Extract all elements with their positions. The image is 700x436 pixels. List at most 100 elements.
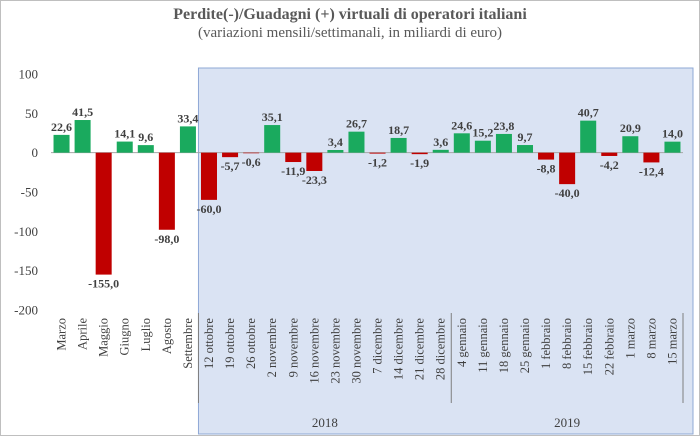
category-label: 4 gennaio — [455, 318, 469, 367]
data-label: 35,1 — [262, 110, 283, 124]
category-label: 1 febbraio — [539, 318, 553, 369]
data-label: 40,7 — [578, 106, 599, 120]
bar — [306, 152, 323, 171]
year-label: 2019 — [554, 415, 580, 430]
weekly-period-shading — [197, 67, 694, 435]
bar — [348, 131, 365, 153]
data-label: -1,9 — [410, 156, 429, 170]
bar — [601, 152, 618, 156]
category-label: 1 marzo — [623, 318, 637, 359]
data-label: -0,6 — [242, 155, 261, 169]
category-label: Marzo — [55, 318, 69, 351]
data-label: -11,9 — [281, 164, 305, 178]
data-label: -60,0 — [197, 202, 222, 216]
category-label: 7 dicembre — [371, 318, 385, 374]
bar — [285, 152, 302, 163]
category-label: 8 febbraio — [560, 318, 574, 369]
bar — [432, 149, 449, 153]
bar — [453, 133, 470, 153]
category-label: 22 febbraio — [602, 318, 616, 375]
category-label: 15 febbraio — [581, 318, 595, 375]
data-label: -1,2 — [368, 156, 387, 170]
data-label: -4,2 — [600, 158, 619, 172]
bar — [516, 145, 534, 153]
category-label: 15 marzo — [665, 318, 679, 365]
bar — [495, 133, 512, 153]
category-label: 11 gennaio — [476, 318, 490, 373]
chart-title: Perdite(-)/Guadagni (+) virtuali di oper… — [173, 6, 527, 23]
category-label: 9 novembre — [286, 318, 300, 378]
data-label: 22,6 — [51, 120, 72, 134]
data-label: -12,4 — [639, 164, 664, 178]
data-label: 41,5 — [72, 105, 93, 119]
data-label: 15,2 — [472, 126, 493, 140]
bar — [95, 152, 112, 275]
data-label: 9,7 — [518, 130, 533, 144]
data-label: 20,9 — [620, 121, 641, 135]
category-label: 19 ottobre — [223, 318, 237, 369]
chart-subtitle: (variazioni mensili/settimanali, in mili… — [197, 25, 503, 41]
bar — [222, 152, 239, 158]
bar — [158, 152, 175, 230]
data-label: 3,6 — [433, 135, 448, 149]
data-label: 14,1 — [114, 127, 135, 141]
data-label: 24,6 — [451, 118, 472, 132]
data-label: 9,6 — [138, 130, 153, 144]
bar — [643, 152, 660, 163]
data-label: 3,4 — [328, 135, 343, 149]
data-label: -40,0 — [555, 186, 580, 200]
data-label: -98,0 — [154, 232, 179, 246]
category-label: Settembre — [181, 318, 195, 369]
bar — [53, 134, 70, 153]
category-label: Luglio — [139, 318, 153, 351]
year-label: 2018 — [312, 415, 338, 430]
category-label: 12 ottobre — [202, 318, 216, 369]
data-label: 18,7 — [388, 123, 409, 137]
category-label: 14 dicembre — [392, 318, 406, 381]
data-label: -5,7 — [221, 159, 240, 173]
bar — [664, 141, 681, 153]
category-label: 26 ottobre — [244, 318, 258, 369]
category-label: Maggio — [97, 318, 111, 357]
category-label: 23 novembre — [328, 318, 342, 384]
category-label: 25 gennaio — [518, 318, 532, 373]
bar — [390, 137, 407, 153]
bar — [411, 152, 428, 155]
category-label: 28 dicembre — [434, 318, 448, 381]
y-tick-label: -100 — [14, 224, 38, 239]
bar — [369, 152, 386, 154]
data-label: 23,8 — [493, 119, 514, 133]
y-tick-label: 100 — [19, 67, 39, 82]
category-label: 8 marzo — [644, 318, 658, 359]
category-label: 30 novembre — [349, 318, 363, 384]
data-label: -8,8 — [537, 162, 556, 176]
y-tick-label: -200 — [14, 303, 38, 318]
bar — [559, 152, 576, 185]
bar — [327, 149, 344, 153]
y-tick-label: -50 — [21, 185, 38, 200]
bar — [622, 136, 639, 153]
bar — [74, 120, 91, 153]
bar — [538, 152, 555, 160]
category-label: Aprile — [76, 318, 90, 350]
category-label: Giugno — [118, 318, 132, 356]
category-label: 21 dicembre — [413, 318, 427, 381]
bar — [264, 125, 281, 153]
data-label: 14,0 — [662, 127, 683, 141]
bar — [179, 126, 196, 153]
bar — [137, 145, 154, 153]
bar — [116, 141, 133, 153]
category-label: 2 novembre — [265, 318, 279, 378]
category-label: 18 gennaio — [497, 318, 511, 373]
bar — [200, 152, 218, 200]
data-label: 33,4 — [177, 111, 198, 125]
bar — [243, 152, 260, 154]
data-label: -155,0 — [88, 277, 119, 291]
category-label: 16 novembre — [307, 318, 321, 384]
y-tick-label: -150 — [14, 263, 38, 278]
category-label: Agosto — [160, 318, 174, 354]
data-label: 26,7 — [346, 117, 367, 131]
bar — [580, 120, 597, 153]
y-tick-label: 0 — [32, 145, 39, 160]
